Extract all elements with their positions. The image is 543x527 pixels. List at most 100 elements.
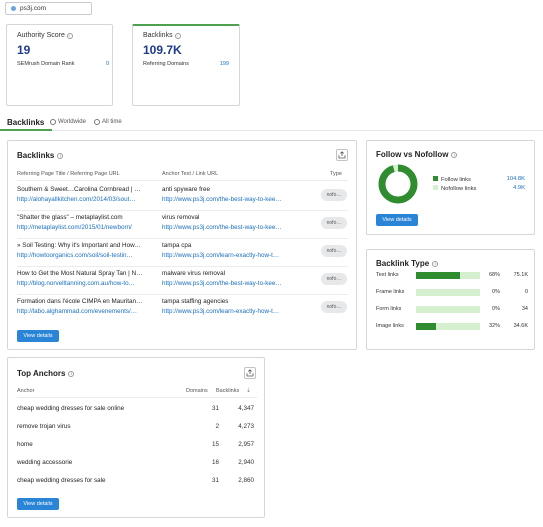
anchor-text: malware virus removal [162,270,225,277]
anchor-text: anti spyware free [162,186,210,193]
referring-page-url[interactable]: http://labo.alghammad.com/evenements/… [17,308,138,315]
table-row: » Soil Testing: Why it's Important and H… [17,240,348,264]
type-value[interactable]: 75.1K [513,272,528,278]
authority-title-row: Authority Score i [17,32,73,39]
referring-page-title[interactable]: Formation dans l'école CIMPA en Mauritan… [17,298,143,305]
favicon-icon [11,6,16,11]
type-value[interactable]: 34 [521,306,528,312]
nofollow-legend-swatch [433,185,438,190]
section-divider [0,130,543,131]
col-anchor[interactable]: Anchor [17,388,35,394]
referring-page-title[interactable]: Southern & Sweet…Carolina Cornbread | … [17,186,141,193]
referring-page-title[interactable]: How to Get the Most Natural Spray Tan | … [17,270,143,277]
anchor-domains: 16 [211,459,219,466]
table-row: cheap wedding dresses for sale 31 2,860 [17,472,257,488]
anchor-text[interactable]: cheap wedding dresses for sale online [17,405,125,412]
referring-domains-value[interactable]: 199 [219,61,229,67]
follow-value[interactable]: 104.8K [506,176,525,182]
link-url[interactable]: http://www.ps3j.com/learn-exactly-how-t… [162,252,280,259]
type-value[interactable]: 0 [524,289,528,295]
semrush-rank-label: SEMrush Domain Rank [17,61,75,67]
type-panel-title-row: Backlink Type i [376,259,439,268]
type-badge: nofo… [321,217,347,229]
type-badge: nofo… [321,189,347,201]
anchor-text[interactable]: home [17,441,33,448]
referring-page-url[interactable]: http://blog.norvelltanning.com.au/how-to… [17,280,135,287]
anchor-backlinks: 4,347 [238,405,254,412]
header-divider [17,397,257,398]
all-time-filter[interactable]: All time [94,119,122,125]
nofollow-value[interactable]: 4.9K [513,185,525,191]
header-divider [17,180,348,181]
info-icon[interactable]: i [66,32,73,39]
view-details-button[interactable]: View details [376,214,418,226]
referring-page-title[interactable]: "Shatter the glass" – metaplaylist.com [17,214,123,221]
table-row: Southern & Sweet…Carolina Cornbread | … … [17,184,348,208]
info-icon[interactable]: i [432,260,439,267]
type-badge: nofo… [321,273,347,285]
row-divider [17,266,348,267]
table-row: wedding accessorie 16 2,940 [17,454,257,470]
backlinks-panel-title: Backlinks [17,151,55,160]
view-details-button[interactable]: View details [17,498,59,510]
semrush-rank-row: SEMrush Domain Rank 0 [17,61,109,67]
type-percent: 68% [488,272,500,278]
type-bar-track [416,272,480,279]
referring-page-url[interactable]: http://metaplaylist.com/2015/01/newborn/ [17,224,132,231]
type-label: Frame links [376,289,405,295]
type-value[interactable]: 34.6K [513,323,528,329]
export-button[interactable] [336,149,348,161]
anchor-text[interactable]: cheap wedding dresses for sale [17,477,106,484]
authority-score-card: Authority Score i 19 SEMrush Domain Rank… [6,24,113,106]
clock-icon [94,119,100,125]
referring-page-url[interactable]: http://howtoorganics.com/soil/soil-testi… [17,252,133,259]
link-url[interactable]: http://www.ps3j.com/the-best-way-to-kee… [162,196,282,203]
type-badge: nofo… [321,245,347,257]
info-icon[interactable]: i [57,152,64,159]
info-icon[interactable]: i [451,151,458,158]
link-url[interactable]: http://www.ps3j.com/the-best-way-to-kee… [162,280,282,287]
worldwide-filter[interactable]: Worldwide [50,119,86,125]
follow-legend-row: Follow links 104.8K [433,176,525,183]
link-url[interactable]: http://www.ps3j.com/the-best-way-to-kee… [162,224,282,231]
anchor-text: tampa cpa [162,242,192,249]
anchor-backlinks: 4,273 [238,423,254,430]
anchor-text: virus removal [162,214,200,221]
backlinks-value[interactable]: 109.7K [143,43,182,57]
col-referring-page[interactable]: Referring Page Title / Referring Page UR… [17,171,120,177]
table-row: How to Get the Most Natural Spray Tan | … [17,268,348,292]
link-url[interactable]: http://www.ps3j.com/learn-exactly-how-t… [162,308,280,315]
sort-icon[interactable]: ⇣ [246,388,252,394]
col-type[interactable]: Type [330,171,342,177]
referring-domains-label: Referring Domains [143,61,189,67]
anchors-panel-title-row: Top Anchors i [17,369,75,378]
referring-page-title[interactable]: » Soil Testing: Why it's Important and H… [17,242,141,249]
nofollow-label: Nofollow links [441,186,477,192]
col-backlinks[interactable]: Backlinks [216,388,240,394]
follow-legend-swatch [433,176,438,181]
type-bar-track [416,306,480,313]
referring-page-url[interactable]: http://alohayallkitchen.com/2014/03/sout… [17,196,136,203]
type-percent: 0% [492,306,500,312]
row-divider [17,210,348,211]
col-anchor-text[interactable]: Anchor Text / Link URL [162,171,219,177]
anchor-text[interactable]: remove trojan virus [17,423,71,430]
type-percent: 32% [488,323,500,329]
type-bar-fill [416,272,460,279]
info-icon[interactable]: i [68,370,75,377]
authority-value[interactable]: 19 [17,43,31,57]
anchor-text: tampa staffing agencies [162,298,229,305]
view-details-button[interactable]: View details [17,330,59,342]
globe-icon [50,119,56,125]
info-icon[interactable]: i [174,32,181,39]
domain-field[interactable]: ps3j.com [5,2,92,15]
semrush-rank-value[interactable]: 0 [105,61,109,67]
backlinks-card: Backlinks i 109.7K Referring Domains 199 [132,24,240,106]
anchor-text[interactable]: wedding accessorie [17,459,73,466]
anchors-panel-title: Top Anchors [17,369,66,378]
col-domains[interactable]: Domains [186,388,208,394]
type-bar-fill [416,323,437,330]
export-button[interactable] [244,367,256,379]
export-icon [246,369,254,377]
type-bar-track [416,323,480,330]
